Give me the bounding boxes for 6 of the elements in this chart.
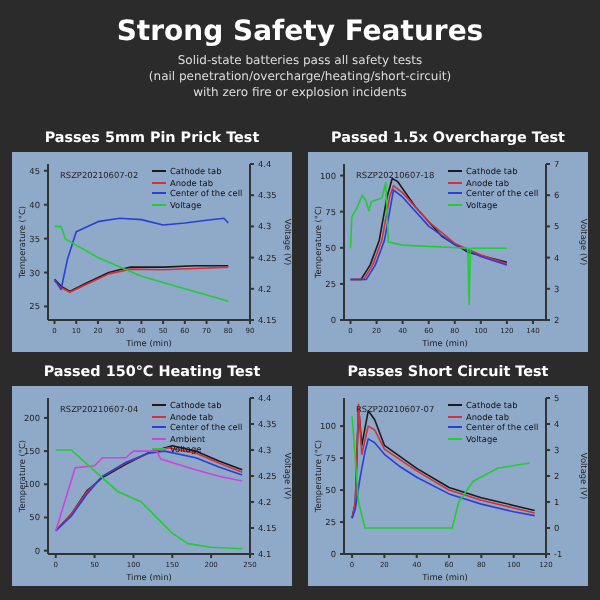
line-series (53, 225, 230, 303)
line-series (54, 449, 244, 550)
line-series (53, 217, 230, 291)
line-series (349, 181, 508, 306)
line-series (351, 438, 536, 519)
text: Strong Safety Features (114, 16, 486, 48)
